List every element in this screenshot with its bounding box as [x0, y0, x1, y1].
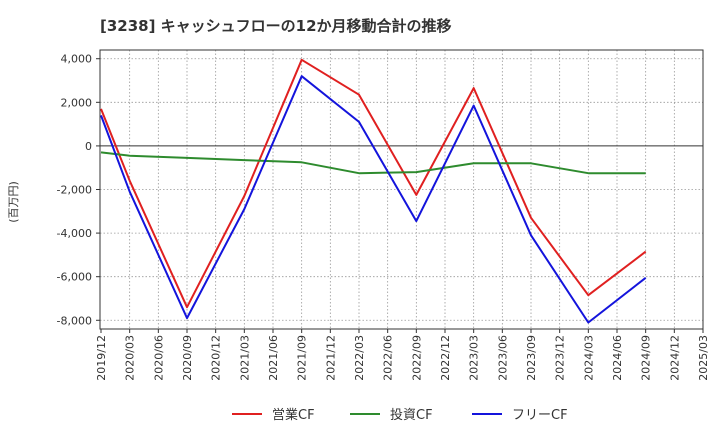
- y-tick-label: -4,000: [57, 227, 92, 240]
- series-line-0: [100, 58, 647, 309]
- x-tick-label: 2019/12: [95, 335, 108, 381]
- y-tick-label: -8,000: [57, 314, 92, 327]
- x-tick-label: 2021/03: [238, 335, 251, 381]
- chart-title: [3238] キャッシュフローの12か月移動合計の推移: [100, 17, 452, 35]
- x-tick-label: 2020/09: [181, 335, 194, 381]
- x-tick-label: 2025/03: [697, 335, 710, 381]
- x-tick-label: 2022/03: [353, 335, 366, 381]
- x-tick-label: 2021/09: [296, 335, 309, 381]
- legend-label-1: 投資CF: [390, 407, 433, 423]
- series-lines: [100, 58, 647, 324]
- x-tick-label: 2020/12: [210, 335, 223, 381]
- y-axis-label: (百万円): [7, 181, 20, 223]
- x-tick-label: 2020/06: [152, 335, 165, 381]
- x-tick-label: 2021/06: [267, 335, 280, 381]
- series-line-1: [100, 151, 646, 175]
- grid: [100, 50, 703, 329]
- x-tick-label: 2020/03: [124, 335, 137, 381]
- series-line-2: [100, 75, 647, 324]
- x-tick-label: 2022/12: [439, 335, 452, 381]
- x-tick-label: 2024/03: [582, 335, 595, 381]
- x-tick-label: 2024/09: [640, 335, 653, 381]
- x-tick-label: 2024/12: [668, 335, 681, 381]
- x-tick-label: 2023/09: [525, 335, 538, 381]
- legend: 営業CF 投資CF フリーCF: [232, 407, 568, 423]
- x-tick-label: 2023/06: [496, 335, 509, 381]
- y-tick-labels: 4,000 2,000 0 -2,000 -4,000 -6,000 -8,000: [57, 53, 100, 327]
- y-tick-label: 2,000: [61, 96, 93, 109]
- y-tick-label: -2,000: [57, 184, 92, 197]
- y-tick-label: 0: [85, 140, 92, 153]
- x-tick-label: 2022/09: [410, 335, 423, 381]
- legend-label-0: 営業CF: [272, 407, 315, 423]
- y-tick-label: -6,000: [57, 271, 92, 284]
- x-tick-label: 2023/12: [554, 335, 567, 381]
- legend-label-2: フリーCF: [512, 408, 568, 423]
- x-tick-label: 2022/06: [382, 335, 395, 381]
- x-tick-label: 2024/06: [611, 335, 624, 381]
- x-tick-labels: 2019/12 2020/03 2020/06 2020/09 2020/12 2021/…: [95, 329, 710, 381]
- y-tick-label: 4,000: [61, 53, 93, 66]
- x-tick-label: 2023/03: [468, 335, 481, 381]
- x-tick-label: 2021/12: [324, 335, 337, 381]
